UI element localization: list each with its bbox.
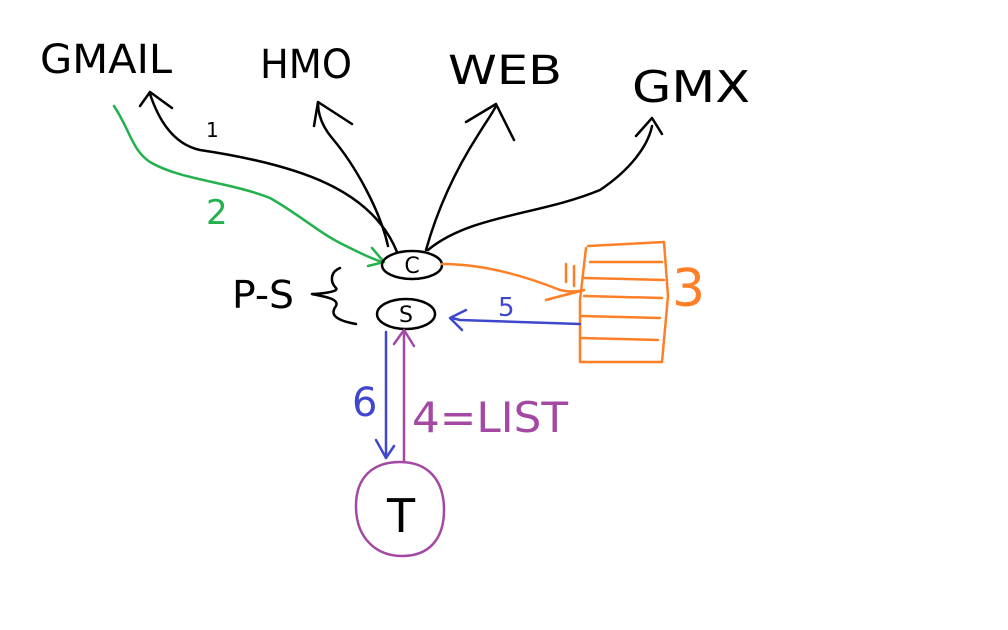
- step6-arrow: [374, 330, 396, 460]
- ps-brace: [310, 266, 358, 326]
- arrow-to-hmo-head: [312, 100, 354, 128]
- step5-label: 5: [498, 293, 515, 323]
- arrow-to-gmail-head: [138, 90, 174, 110]
- web-label: WEB: [448, 48, 562, 94]
- gmx-label: GMX: [632, 62, 750, 113]
- step4-arrow: [392, 328, 416, 464]
- step4-label: 4=LIST: [412, 393, 568, 442]
- arrow-to-gmx: [426, 124, 654, 252]
- arrow-to-web: [424, 104, 498, 252]
- step3-label: 3: [672, 259, 705, 319]
- data-stack: [440, 240, 670, 364]
- arrow-to-hmo: [316, 101, 390, 248]
- ps-label: P-S: [232, 273, 294, 317]
- server-node-label: S: [399, 303, 413, 328]
- step2-arrow: [112, 104, 386, 268]
- gmail-label: GMAIL: [40, 37, 173, 83]
- terminal-node-label: T: [386, 489, 416, 543]
- server-node: [375, 297, 437, 331]
- arrow-to-gmail: [148, 92, 399, 254]
- arrow-to-gmx-head: [634, 116, 664, 138]
- client-node-label: C: [404, 254, 419, 279]
- step2-label: 2: [206, 193, 228, 233]
- step6-label: 6: [352, 380, 377, 426]
- hmo-label: HMO: [260, 42, 352, 88]
- client-to-targets-arrows: [138, 90, 664, 254]
- arrow-to-web-head: [464, 102, 516, 142]
- terminal-node: [354, 460, 446, 558]
- step1-label: 1: [206, 118, 219, 142]
- step5-arrow: [448, 308, 582, 332]
